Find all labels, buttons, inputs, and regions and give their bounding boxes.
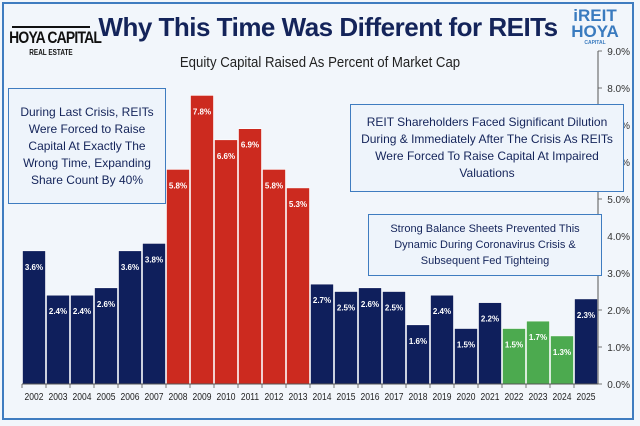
chart-frame (2, 2, 634, 420)
data-label: 3.6% (25, 263, 43, 272)
y-tick-label: 4.0% (607, 232, 630, 243)
bar-2023 (526, 320, 550, 385)
data-label: 5.3% (289, 200, 307, 209)
x-tick-label: 2023 (529, 391, 548, 402)
data-label: 5.8% (265, 181, 283, 190)
x-tick-label: 2013 (289, 391, 308, 402)
x-tick-label: 2014 (313, 391, 332, 402)
brand-line1: iREIT (573, 6, 617, 25)
logo-subtext: REAL ESTATE (29, 48, 73, 57)
brand-line3: CAPITAL (584, 40, 606, 46)
y-tick-label: 5.0% (607, 195, 630, 206)
logo-text: HOYA CAPITAL (9, 28, 102, 47)
data-label: 6.6% (217, 152, 235, 161)
bar-2018 (406, 324, 430, 385)
x-tick-label: 2011 (241, 391, 259, 402)
x-tick-label: 2008 (169, 391, 188, 402)
y-tick-label: 0.0% (607, 380, 630, 391)
data-label: 1.5% (457, 341, 475, 350)
bar-2010 (214, 139, 238, 385)
chart-subtitle: Equity Capital Raised As Percent of Mark… (179, 54, 461, 71)
x-tick-label: 2025 (577, 391, 596, 402)
bar-2008 (166, 169, 190, 385)
x-tick-label: 2022 (505, 391, 524, 402)
data-label: 2.5% (385, 304, 403, 313)
x-tick-label: 2019 (433, 391, 452, 402)
y-tick-label: 1.0% (607, 343, 630, 354)
x-tick-label: 2021 (481, 391, 500, 402)
data-label: 5.8% (169, 181, 187, 190)
bar-2011 (238, 128, 262, 385)
y-tick-label: 9.0% (607, 47, 630, 58)
bar-2012 (262, 169, 286, 385)
data-label: 1.3% (553, 348, 571, 357)
data-label: 7.8% (193, 107, 211, 116)
x-tick-label: 2018 (409, 391, 428, 402)
hoya-capital-logo: HOYA CAPITAL REAL ESTATE (8, 10, 102, 57)
data-label: 2.4% (73, 307, 91, 316)
data-label: 2.4% (49, 307, 67, 316)
x-tick-label: 2003 (49, 391, 68, 402)
bar-2013 (286, 187, 310, 385)
data-label: 3.8% (145, 255, 163, 264)
y-tick-label: 2.0% (607, 306, 630, 317)
bar-2024 (550, 335, 574, 385)
x-tick-label: 2002 (25, 391, 44, 402)
y-tick-label: 8.0% (607, 84, 630, 95)
data-label: 1.6% (409, 337, 427, 346)
data-label: 2.4% (433, 307, 451, 316)
x-tick-label: 2015 (337, 391, 356, 402)
data-label: 2.2% (481, 315, 499, 324)
x-tick-label: 2004 (73, 391, 92, 402)
annotation-dilution: REIT Shareholders Faced Significant Dilu… (350, 104, 624, 192)
x-tick-label: 2020 (457, 391, 476, 402)
x-tick-label: 2005 (97, 391, 116, 402)
x-tick-label: 2006 (121, 391, 140, 402)
x-tick-label: 2016 (361, 391, 380, 402)
data-label: 2.7% (313, 296, 331, 305)
x-tick-label: 2024 (553, 391, 572, 402)
data-label: 3.6% (121, 263, 139, 272)
chart-title: Why This Time Was Different for REITs (98, 12, 558, 42)
x-tick-label: 2012 (265, 391, 284, 402)
bar-2020 (454, 328, 478, 385)
bar-2022 (502, 328, 526, 385)
data-label: 2.6% (97, 300, 115, 309)
data-label: 1.7% (529, 333, 547, 342)
y-tick-label: 3.0% (607, 269, 630, 280)
x-tick-label: 2017 (385, 391, 404, 402)
x-tick-label: 2009 (193, 391, 212, 402)
bar-2007 (142, 243, 166, 385)
skyline-icon (12, 10, 90, 28)
data-label: 2.5% (337, 304, 355, 313)
x-tick-label: 2007 (145, 391, 164, 402)
annotation-strong-balance-sheets: Strong Balance Sheets Prevented This Dyn… (368, 214, 602, 276)
data-label: 6.9% (241, 141, 259, 150)
annotation-last-crisis: During Last Crisis, REITs Were Forced to… (8, 88, 166, 204)
ireit-hoya-logo: iREIT HOYA CAPITAL (562, 6, 628, 46)
brand-line2: HOYA (571, 22, 619, 41)
x-tick-label: 2010 (217, 391, 236, 402)
data-label: 2.6% (361, 300, 379, 309)
data-label: 1.5% (505, 341, 523, 350)
data-label: 2.3% (577, 311, 595, 320)
bar-2009 (190, 95, 214, 385)
